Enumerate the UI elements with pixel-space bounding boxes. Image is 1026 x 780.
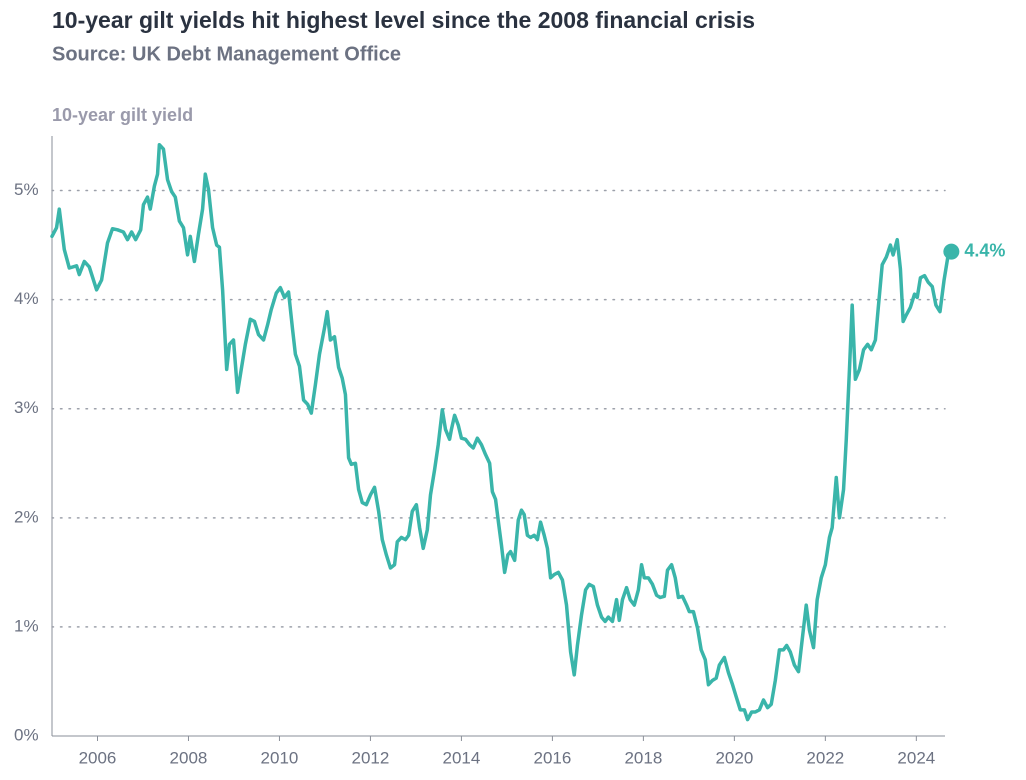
chart-subtitle: Source: UK Debt Management Office bbox=[52, 43, 401, 65]
end-dot bbox=[943, 243, 960, 260]
y-tick-label: 2% bbox=[14, 507, 39, 526]
y-tick-label: 4% bbox=[14, 289, 39, 308]
x-tick-label: 2006 bbox=[79, 748, 117, 767]
y-tick-label: 0% bbox=[14, 725, 39, 744]
x-tick-label: 2020 bbox=[715, 748, 753, 767]
x-tick-label: 2012 bbox=[352, 748, 390, 767]
x-tick-label: 2010 bbox=[261, 748, 299, 767]
y-axis-label: 10-year gilt yield bbox=[52, 105, 193, 125]
end-label: 4.4% bbox=[964, 240, 1005, 260]
y-tick-label: 5% bbox=[14, 180, 39, 199]
x-tick-label: 2022 bbox=[806, 748, 844, 767]
x-tick-label: 2018 bbox=[624, 748, 662, 767]
y-tick-label: 1% bbox=[14, 616, 39, 635]
x-tick-label: 2016 bbox=[533, 748, 571, 767]
x-tick-label: 2024 bbox=[897, 748, 935, 767]
chart-title: 10-year gilt yields hit highest level si… bbox=[52, 7, 755, 33]
yield-line bbox=[50, 142, 954, 722]
y-tick-label: 3% bbox=[14, 398, 39, 417]
x-tick-label: 2014 bbox=[443, 748, 481, 767]
x-tick-label: 2008 bbox=[170, 748, 208, 767]
